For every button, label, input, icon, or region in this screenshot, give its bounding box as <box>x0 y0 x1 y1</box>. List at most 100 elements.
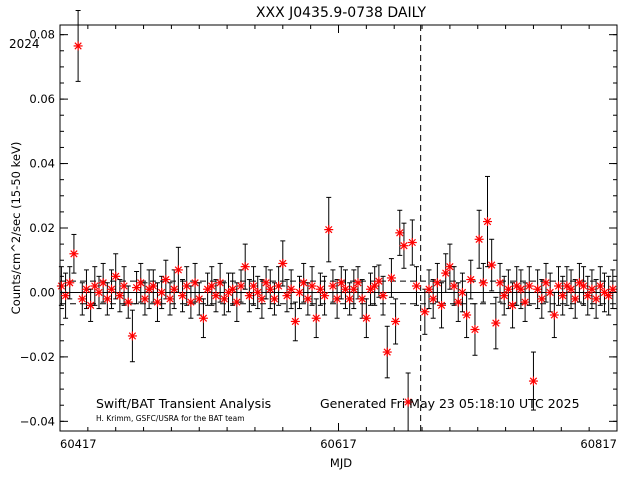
data-point <box>81 269 91 310</box>
data-point <box>495 262 505 303</box>
marker-stroke <box>387 274 396 282</box>
marker-stroke <box>237 282 245 290</box>
y-tick-label: −0.04 <box>20 414 55 428</box>
marker-stroke <box>375 277 383 285</box>
marker-stroke <box>508 301 517 309</box>
marker-stroke <box>304 295 312 303</box>
marker-stroke <box>112 272 120 280</box>
data-point <box>336 266 346 300</box>
marker-stroke <box>99 279 107 287</box>
x-tick-label: 60617 <box>320 437 357 451</box>
data-point <box>198 298 208 339</box>
data-point <box>102 282 112 316</box>
marker-stroke <box>421 308 429 316</box>
data-point <box>499 275 509 316</box>
marker-stroke <box>61 292 70 300</box>
data-point <box>165 282 175 316</box>
marker-stroke <box>157 288 166 297</box>
marker-stroke <box>513 282 521 290</box>
marker-stroke <box>575 279 584 287</box>
marker-stroke <box>128 332 137 340</box>
marker-stroke <box>479 279 487 287</box>
marker-stroke <box>437 301 446 309</box>
marker-stroke <box>274 282 283 290</box>
y-axis-label: Counts/cm^2/sec (15-50 keV) <box>9 142 23 315</box>
marker-stroke <box>220 295 228 303</box>
marker-stroke <box>391 317 400 326</box>
data-point <box>236 269 246 303</box>
marker-stroke <box>212 292 220 300</box>
marker-stroke <box>300 279 308 287</box>
data-point <box>374 264 384 298</box>
marker-stroke <box>379 292 387 300</box>
footer-right: Generated Fri May 23 05:18:10 UTC 2025 <box>320 396 580 411</box>
marker-stroke <box>404 398 412 406</box>
data-point <box>290 301 300 342</box>
data-point <box>253 275 263 310</box>
marker-stroke <box>170 285 178 293</box>
marker-stroke <box>249 282 258 290</box>
data-point <box>324 196 334 263</box>
data-point <box>90 266 100 306</box>
marker-stroke <box>517 285 525 293</box>
data-point <box>558 275 568 316</box>
data-point <box>94 275 104 310</box>
data-point <box>524 266 534 306</box>
data-point <box>591 279 601 319</box>
data-point <box>328 269 338 303</box>
data-point <box>554 266 564 306</box>
marker-stroke <box>584 292 592 300</box>
marker-stroke <box>141 295 149 303</box>
marker-stroke <box>596 282 604 290</box>
data-point <box>127 309 137 363</box>
marker-stroke <box>462 311 471 319</box>
marker-stroke <box>149 282 157 290</box>
data-point <box>295 275 305 310</box>
data-point <box>178 279 188 313</box>
data-point <box>537 279 547 319</box>
marker-stroke <box>408 238 416 247</box>
data-point <box>608 269 618 310</box>
data-point <box>232 282 242 322</box>
data-point <box>508 282 518 329</box>
data-point <box>148 269 158 303</box>
data-point <box>574 262 584 303</box>
data-point <box>315 272 325 306</box>
data-point <box>570 279 580 319</box>
data-point <box>604 275 614 316</box>
marker-stroke <box>70 250 78 258</box>
x-axis-label: MJD <box>330 456 352 470</box>
data-point <box>457 272 467 313</box>
data-point <box>65 266 75 300</box>
data-point <box>428 279 438 319</box>
data-point <box>595 266 605 306</box>
marker-stroke <box>120 282 128 290</box>
marker-stroke <box>287 285 295 293</box>
marker-stroke <box>559 292 567 300</box>
marker-stroke <box>103 295 112 303</box>
data-point <box>211 279 221 313</box>
marker-stroke <box>95 288 103 297</box>
marker-stroke <box>588 285 596 293</box>
data-point <box>453 282 463 322</box>
data-point <box>77 282 87 316</box>
marker-stroke <box>571 295 579 303</box>
y-tick-label: 0.00 <box>29 285 55 299</box>
marker-stroke <box>458 288 467 297</box>
marker-stroke <box>345 295 354 303</box>
marker-stroke <box>567 285 575 293</box>
marker-stroke <box>446 263 454 271</box>
data-point <box>152 282 162 322</box>
marker-stroke <box>546 288 554 297</box>
data-point <box>391 298 401 345</box>
marker-stroke <box>145 285 153 293</box>
data-point <box>320 275 330 316</box>
marker-stroke <box>337 279 345 287</box>
marker-stroke <box>153 298 162 306</box>
data-point <box>566 269 576 310</box>
marker-stroke <box>496 279 504 287</box>
marker-stroke <box>529 377 538 385</box>
data-point <box>332 279 342 319</box>
footer-left: Swift/BAT Transient Analysis <box>96 396 271 411</box>
